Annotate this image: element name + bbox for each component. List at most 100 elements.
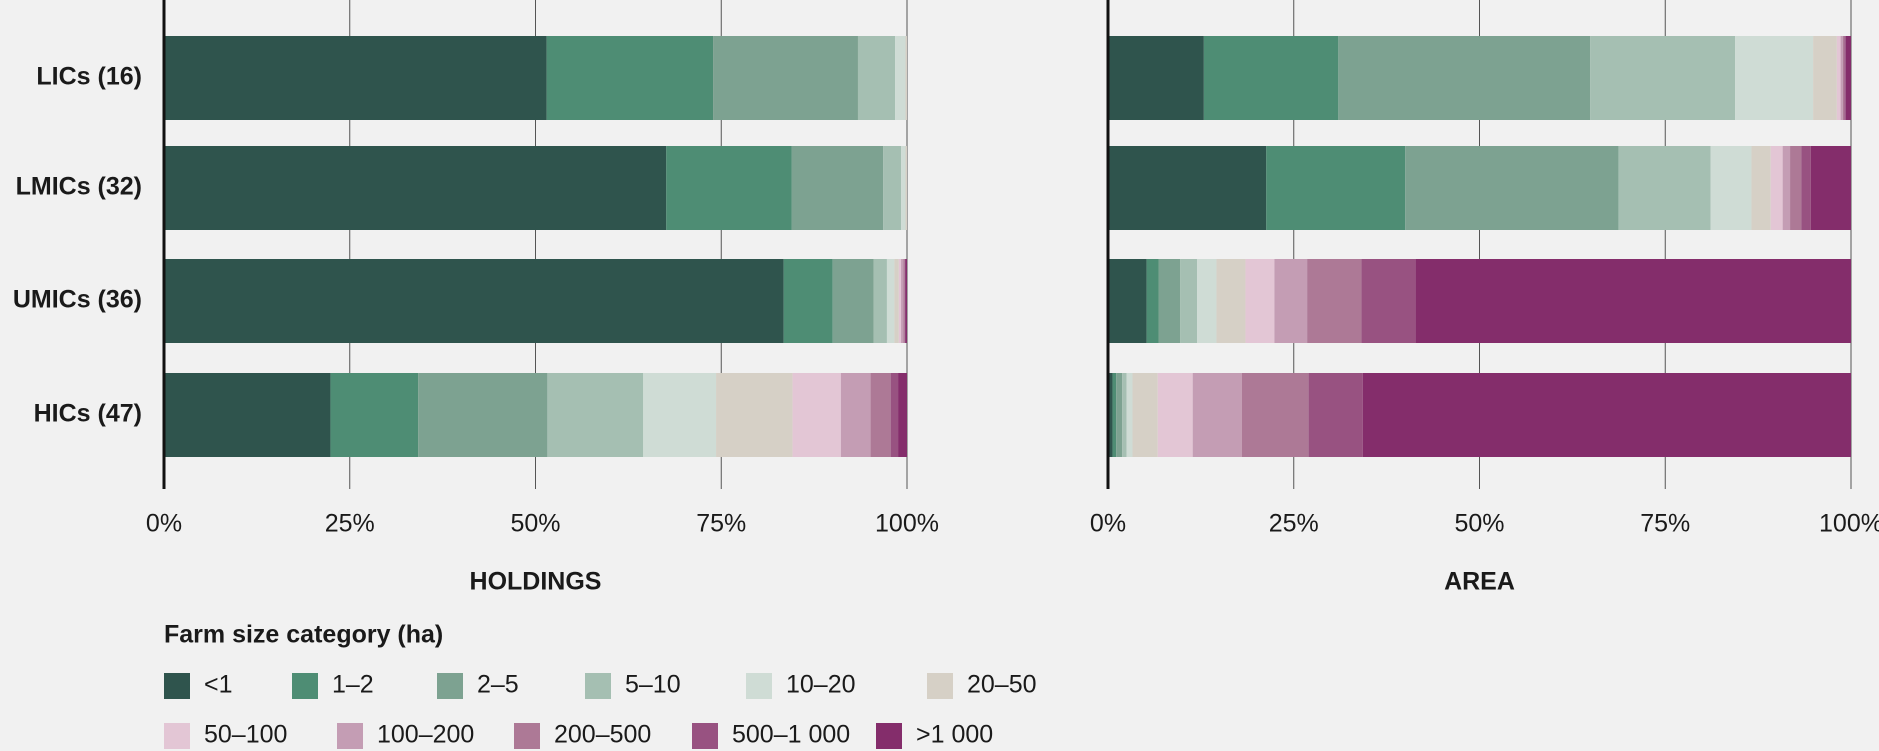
bar-segment [1361,259,1416,343]
panel-title: HOLDINGS [470,568,602,596]
bar-segment [905,36,907,120]
bar-segment [1845,36,1851,120]
bar-segment [330,373,419,457]
legend-label: 200–500 [554,721,651,749]
bar-segment [890,373,899,457]
bar-segment [1405,146,1619,230]
x-tick-label: 50% [510,510,560,538]
bar-segment [666,146,792,230]
bar-segment [1157,373,1193,457]
bar-segment [1751,146,1771,230]
legend-label: 10–20 [786,671,856,699]
x-tick-label: 25% [325,510,375,538]
legend-label: 100–200 [377,721,474,749]
bar-segment [1146,259,1159,343]
legend-label: 2–5 [477,671,519,699]
bar-segment [164,146,667,230]
legend-swatch [927,673,953,699]
bar-segment [1844,36,1846,120]
legend-swatch [337,723,363,749]
bar-segment [1126,373,1133,457]
bar-segment [1590,36,1736,120]
bar-segment [1735,36,1814,120]
bar-segment [1116,373,1123,457]
bar-segment [1108,146,1267,230]
bar-segment [1112,373,1117,457]
bar-segment [1241,373,1309,457]
bar-segment [418,373,548,457]
bar-segment [164,259,784,343]
y-tick-label: HICs (47) [34,400,142,428]
x-tick-label: 0% [1090,510,1126,538]
bar-segment [1618,146,1711,230]
bar-segment [1842,36,1845,120]
legend-swatch [876,723,902,749]
bar-segment [1108,36,1204,120]
bar-segment [904,259,906,343]
bar-segment [1415,259,1851,343]
bar-segment [894,259,899,343]
legend-label: 20–50 [967,671,1037,699]
legend-label: 1–2 [332,671,374,699]
bar-segment [1203,36,1339,120]
bar-segment [1108,259,1147,343]
bar-segment [870,373,891,457]
bar-segment [1770,146,1783,230]
bar-segment [164,373,331,457]
bar-segment [905,146,907,230]
bar-segment [1158,259,1181,343]
bar-segment [898,373,907,457]
y-tick-label: LMICs (32) [16,173,142,201]
bar-segment [832,259,874,343]
bar-segment [1710,146,1752,230]
bar-segment [886,259,895,343]
x-tick-label: 75% [1640,510,1690,538]
legend-label: 500–1 000 [732,721,850,749]
bar-segment [1307,259,1362,343]
y-tick-label: LICs (16) [36,63,142,91]
bar-segment [1216,259,1246,343]
bar-segment [901,146,906,230]
bar-segment [1308,373,1363,457]
bar-segment [840,373,871,457]
bar-segment [1245,259,1275,343]
bar-segment [1180,259,1198,343]
legend-label: <1 [204,671,233,699]
bar-segment [901,259,904,343]
x-tick-label: 50% [1454,510,1504,538]
bar-segment [903,259,905,343]
legend-swatch [692,723,718,749]
bar-segment [1836,36,1841,120]
bar-segment [713,36,858,120]
bar-segment [643,373,717,457]
bar-segment [547,373,644,457]
legend-swatch [746,673,772,699]
bar-segment [546,36,714,120]
x-tick-label: 100% [1819,510,1879,538]
bar-segment [873,259,887,343]
bar-segment [791,146,884,230]
x-tick-label: 100% [875,510,939,538]
bar-segment [857,36,896,120]
bar-segment [895,36,906,120]
bar-segment [1840,36,1843,120]
bar-segment [1266,146,1406,230]
bar-segment [1790,146,1802,230]
legend-label: 50–100 [204,721,287,749]
bar-segment [1197,259,1217,343]
legend-swatch [437,673,463,699]
x-tick-label: 75% [696,510,746,538]
bar-segment [1801,146,1811,230]
x-tick-label: 25% [1269,510,1319,538]
bar-segment [1362,373,1851,457]
bar-segment [1132,373,1158,457]
legend-label: >1 000 [916,721,993,749]
legend-swatch [292,673,318,699]
bar-segment [1782,146,1791,230]
bar-segment [1813,36,1837,120]
panel-title: AREA [1444,568,1515,596]
legend-label: 5–10 [625,671,681,699]
bar-segment [716,373,793,457]
legend-swatch [164,673,190,699]
